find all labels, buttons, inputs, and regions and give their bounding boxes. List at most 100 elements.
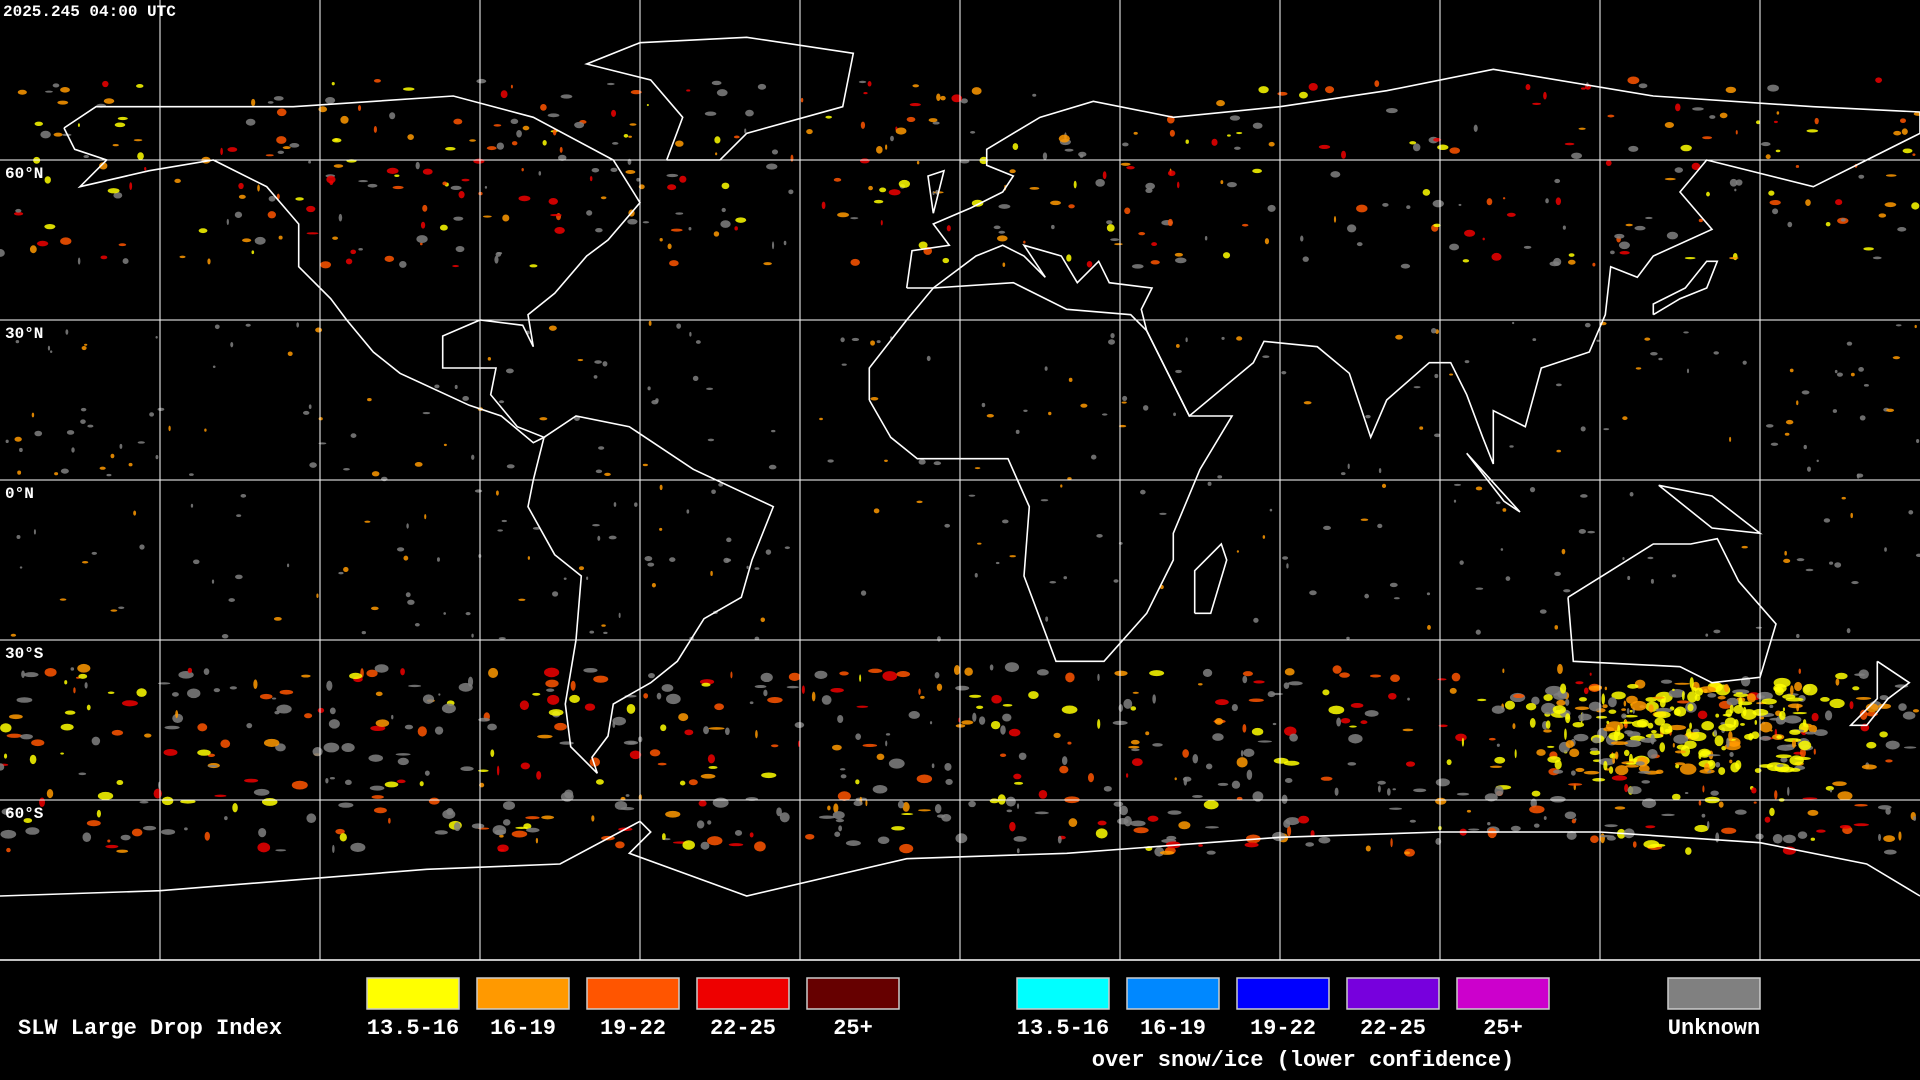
cloud-patch (1638, 764, 1650, 773)
cloud-patch (1782, 707, 1786, 712)
cloud-patch (1801, 390, 1810, 395)
cloud-patch (976, 705, 984, 710)
cloud-patch (1438, 724, 1448, 728)
cloud-patch (168, 425, 171, 432)
cloud-patch (1756, 691, 1773, 701)
cloud-patch (403, 555, 409, 561)
cloud-patch (119, 443, 123, 449)
cloud-patch (1885, 807, 1891, 815)
cloud-patch (1790, 685, 1794, 696)
cloud-patch (1340, 717, 1351, 724)
cloud-patch (960, 98, 968, 104)
cloud-patch (711, 80, 722, 86)
cloud-patch (350, 842, 366, 853)
cloud-patch (1300, 235, 1304, 242)
cloud-patch (1215, 699, 1229, 706)
cloud-patch (1589, 747, 1599, 752)
cloud-patch (1621, 713, 1627, 719)
cloud-patch (1095, 828, 1108, 839)
cloud-patch (880, 219, 883, 226)
cloud-patch (1514, 749, 1517, 759)
cloud-patch (1118, 704, 1123, 712)
cloud-patch (806, 129, 813, 135)
cloud-patch (964, 667, 973, 676)
cloud-patch (704, 111, 717, 116)
cloud-patch (291, 780, 308, 790)
cloud-patch (700, 773, 716, 779)
cloud-patch (768, 464, 777, 470)
cloud-patch (1231, 780, 1241, 789)
cloud-patch (271, 697, 277, 700)
cloud-patch (235, 574, 243, 580)
cloud-patch (1174, 777, 1177, 781)
legend-label: 25+ (1483, 1016, 1523, 1041)
cloud-patch (329, 776, 335, 780)
cloud-patch (757, 83, 767, 90)
cloud-patch (1531, 790, 1541, 797)
cloud-patch (544, 667, 560, 678)
cloud-patch (978, 716, 986, 725)
cloud-patch (1729, 704, 1734, 714)
cloud-patch (1782, 834, 1796, 844)
cloud-patch (700, 841, 710, 850)
cloud-patch (1060, 484, 1063, 488)
cloud-patch (1835, 672, 1848, 680)
cloud-patch (184, 827, 188, 831)
cloud-patch (316, 593, 319, 599)
legend-label: 19-22 (600, 1016, 666, 1041)
cloud-patch (996, 235, 1008, 242)
cloud-patch (1659, 698, 1666, 708)
cloud-patch (591, 815, 595, 822)
cloud-patch (1855, 696, 1872, 700)
cloud-patch (1706, 820, 1710, 830)
cloud-patch (87, 424, 94, 428)
cloud-patch (1641, 798, 1657, 809)
cloud-patch (86, 704, 91, 711)
cloud-patch (1287, 825, 1292, 837)
cloud-patch (1475, 486, 1483, 491)
cloud-patch (991, 694, 1002, 704)
cloud-patch (625, 794, 630, 797)
cloud-patch (414, 462, 423, 467)
cloud-patch (386, 167, 399, 174)
cloud-patch (97, 791, 114, 800)
cloud-patch (1118, 424, 1127, 428)
cloud-patch (1729, 178, 1738, 187)
cloud-patch (1433, 223, 1441, 228)
cloud-patch (326, 175, 336, 184)
cloud-patch (1061, 756, 1068, 766)
cloud-patch (1592, 737, 1601, 744)
cloud-patch (1787, 786, 1790, 796)
cloud-patch (1776, 735, 1783, 739)
cloud-patch (1267, 204, 1276, 212)
cloud-patch (1854, 673, 1865, 676)
cloud-patch (569, 694, 580, 703)
cloud-patch (107, 839, 111, 843)
cloud-patch (1348, 733, 1363, 744)
cloud-patch (926, 355, 931, 362)
cloud-patch (1009, 169, 1016, 174)
cloud-patch (1536, 749, 1546, 756)
cloud-patch (0, 723, 12, 733)
cloud-patch (868, 185, 873, 191)
cloud-patch (554, 722, 567, 731)
cloud-patch (1668, 688, 1686, 698)
cloud-patch (1032, 93, 1037, 97)
cloud-patch (1895, 324, 1902, 327)
cloud-patch (1628, 145, 1639, 152)
cloud-patch (1878, 833, 1881, 841)
cloud-patch (1419, 426, 1424, 430)
cloud-patch (1733, 693, 1749, 698)
cloud-patch (800, 97, 804, 103)
cloud-patch (1883, 835, 1896, 842)
cloud-patch (623, 133, 629, 138)
cloud-patch (749, 832, 754, 838)
cloud-patch (121, 700, 138, 707)
cloud-patch (116, 780, 124, 786)
cloud-patch (1607, 114, 1615, 118)
cloud-patch (422, 694, 435, 704)
cloud-patch (1553, 257, 1562, 266)
cloud-patch (602, 361, 608, 367)
cloud-patch (1392, 788, 1396, 791)
cloud-patch (1634, 225, 1646, 231)
